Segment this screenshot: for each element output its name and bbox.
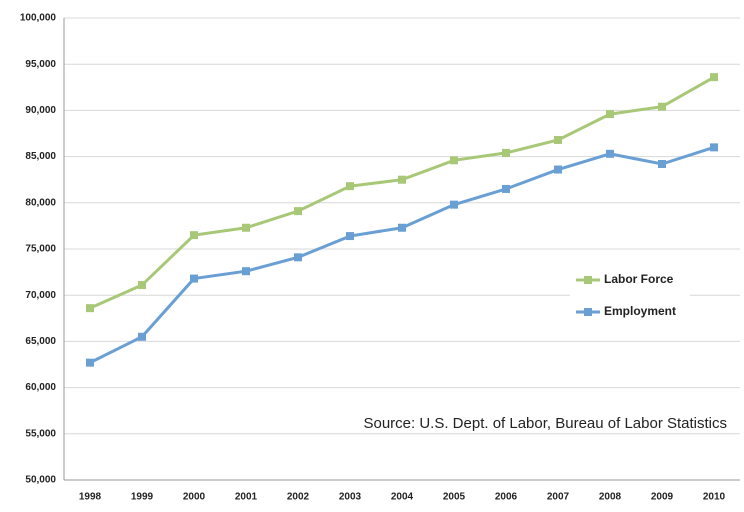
data-point: [398, 223, 406, 232]
x-tick-label: 2007: [547, 492, 570, 503]
x-tick-label: 1999: [131, 492, 154, 503]
data-point: [138, 332, 146, 341]
y-tick-label: 90,000: [25, 105, 56, 116]
data-point: [190, 231, 198, 240]
data-point: [242, 267, 250, 276]
x-tick-label: 2008: [599, 492, 622, 503]
data-point: [710, 73, 718, 82]
data-point: [86, 358, 94, 367]
data-point: [554, 165, 562, 174]
y-tick-label: 100,000: [20, 13, 57, 24]
legend-marker: [584, 276, 592, 284]
data-point: [346, 182, 354, 191]
y-tick-label: 95,000: [25, 59, 56, 70]
y-tick-label: 80,000: [25, 197, 56, 208]
data-point: [658, 102, 666, 111]
x-tick-label: 2005: [443, 492, 466, 503]
y-tick-label: 75,000: [25, 244, 56, 255]
y-tick-label: 50,000: [25, 475, 56, 486]
y-tick-label: 55,000: [25, 428, 56, 439]
data-point: [190, 274, 198, 283]
x-tick-label: 2002: [287, 492, 310, 503]
y-tick-label: 60,000: [25, 382, 56, 393]
legend-box: [570, 264, 690, 328]
data-point: [502, 148, 510, 157]
data-point: [450, 156, 458, 165]
y-tick-label: 65,000: [25, 336, 56, 347]
x-tick-label: 2004: [391, 492, 414, 503]
data-point: [606, 149, 614, 158]
data-point: [398, 175, 406, 184]
data-point: [86, 304, 94, 313]
legend-label: Employment: [604, 304, 676, 318]
data-point: [658, 159, 666, 168]
data-point: [606, 110, 614, 119]
data-point: [554, 135, 562, 144]
y-tick-label: 85,000: [25, 151, 56, 162]
data-point: [346, 232, 354, 241]
y-tick-label: 70,000: [25, 290, 56, 301]
data-point: [294, 253, 302, 262]
data-point: [138, 281, 146, 290]
legend-marker: [584, 308, 592, 316]
x-tick-label: 2001: [235, 492, 258, 503]
x-tick-label: 2009: [651, 492, 674, 503]
data-point: [294, 207, 302, 216]
grid: [64, 17, 740, 481]
x-tick-label: 1998: [79, 492, 102, 503]
data-point: [710, 143, 718, 152]
x-tick-label: 2003: [339, 492, 362, 503]
x-tick-label: 2006: [495, 492, 518, 503]
legend-label: Labor Force: [604, 272, 674, 286]
annotation: Source: U.S. Dept. of Labor, Bureau of L…: [363, 415, 727, 432]
data-point: [242, 223, 250, 232]
data-point: [450, 200, 458, 209]
x-tick-label: 2010: [703, 492, 726, 503]
x-tick-label: 2000: [183, 492, 206, 503]
data-point: [502, 184, 510, 193]
